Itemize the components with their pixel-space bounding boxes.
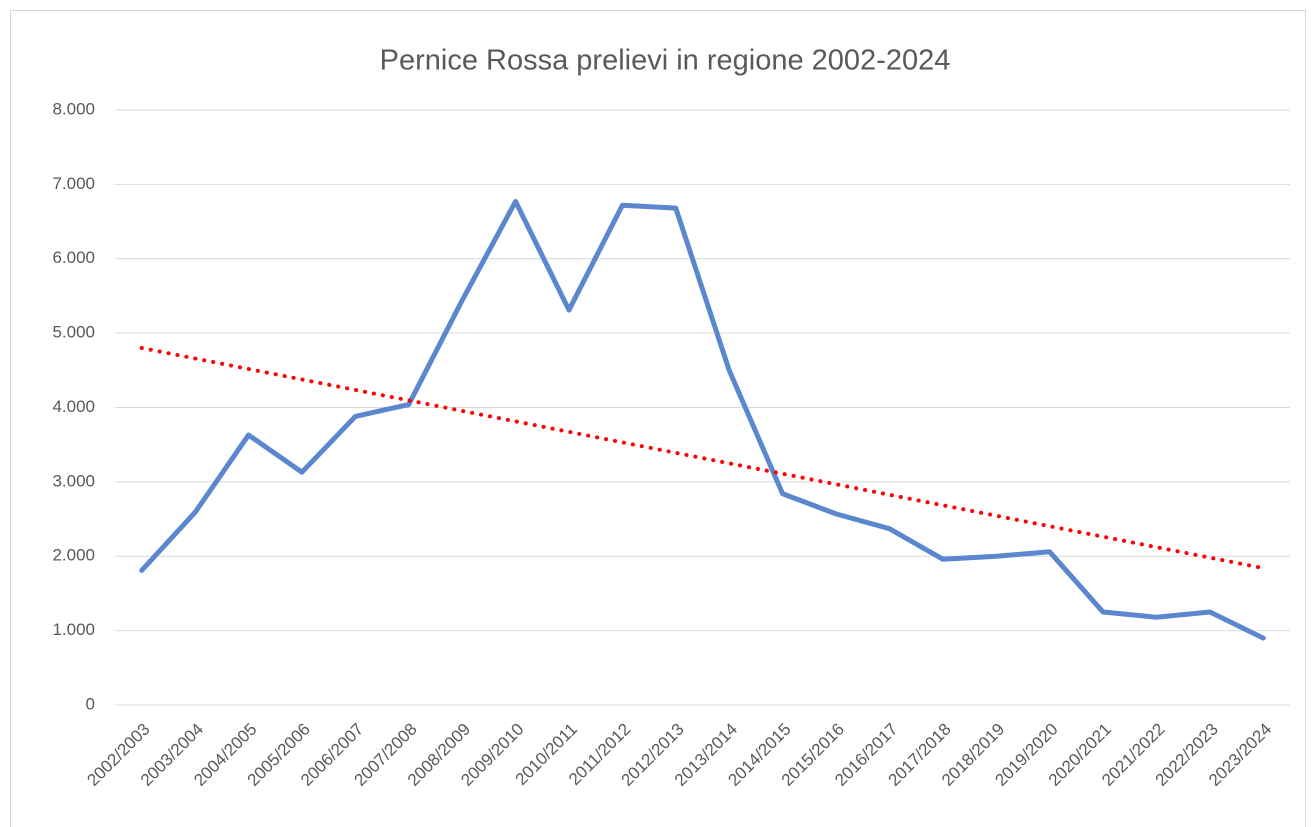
trendline: [139, 346, 1266, 571]
y-tick-label: 1.000: [52, 620, 95, 639]
y-tick-label: 3.000: [52, 471, 95, 490]
y-tick-label: 2.000: [52, 546, 95, 565]
y-tick-label: 7.000: [52, 174, 95, 193]
chart-border: [10, 10, 1306, 827]
y-tick-label: 0: [86, 694, 95, 713]
data-line: [139, 198, 1266, 641]
y-tick-label: 6.000: [52, 248, 95, 267]
y-tick-label: 8.000: [52, 99, 95, 118]
y-tick-label: 4.000: [52, 397, 95, 416]
chart-title: Pernice Rossa prelievi in regione 2002-2…: [380, 45, 951, 77]
y-tick-label: 5.000: [52, 323, 95, 342]
